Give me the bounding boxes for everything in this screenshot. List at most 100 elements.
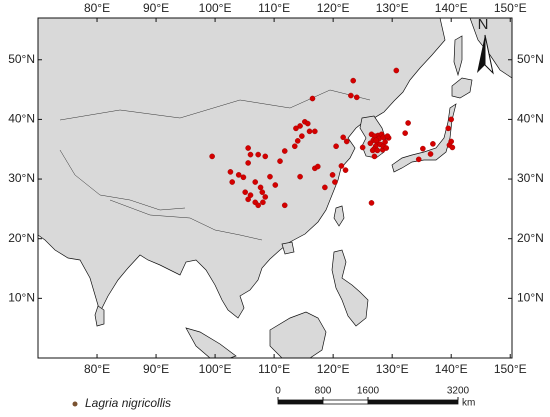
country-border xyxy=(59,149,186,211)
lon-label: 130°E xyxy=(376,362,409,376)
lat-label: 30°N xyxy=(8,171,35,185)
occurrence-point xyxy=(259,189,266,195)
scale-label: 800 xyxy=(315,386,332,397)
occurrence-point xyxy=(245,196,251,203)
occurrence-point xyxy=(420,145,426,152)
occurrence-point xyxy=(322,184,328,191)
occurrence-point xyxy=(448,116,455,123)
occurrence-point xyxy=(255,151,261,158)
lon-label: 110°E xyxy=(258,362,290,376)
mainland xyxy=(37,17,446,319)
lat-label: 10°N xyxy=(8,291,35,305)
occurrence-point xyxy=(306,128,313,135)
occurrence-point xyxy=(240,174,247,181)
occurrence-point xyxy=(393,67,400,74)
legend-marker xyxy=(72,401,78,407)
occurrence-point xyxy=(369,147,376,154)
scale-label: 3200 xyxy=(447,386,470,397)
land xyxy=(37,17,513,359)
lon-label: 90°E xyxy=(143,362,169,376)
lon-label: 100°E xyxy=(199,1,232,15)
occurrence-point xyxy=(235,172,242,178)
scale-unit: km xyxy=(462,398,475,409)
occurrence-point xyxy=(309,95,316,102)
occurrence-point xyxy=(329,172,336,178)
lat-label: 10°N xyxy=(517,291,544,305)
lon-label: 120°E xyxy=(317,1,350,15)
occurrence-point xyxy=(272,182,279,188)
lon-label: 110°E xyxy=(258,1,290,15)
occurrence-point xyxy=(281,202,288,209)
occurrence-point xyxy=(247,192,254,198)
occurrence-point xyxy=(227,169,234,175)
lon-label: 150°E xyxy=(494,362,527,376)
map-frame xyxy=(37,17,513,359)
north-label: N xyxy=(478,16,489,33)
occurrence-point xyxy=(445,125,452,132)
occurrence-point xyxy=(367,140,374,147)
borneo xyxy=(269,311,327,359)
lat-label: 40°N xyxy=(8,112,35,126)
occurrence-point xyxy=(338,163,345,169)
country-border xyxy=(109,199,263,241)
occurrence-point xyxy=(267,173,273,180)
occurrence-point xyxy=(297,173,303,180)
hokkaido xyxy=(451,77,473,99)
occurrence-point xyxy=(373,137,380,144)
occurrence-point xyxy=(359,144,366,151)
occurrence-point xyxy=(374,147,381,154)
occurrence-point xyxy=(342,167,349,173)
occurrence-point xyxy=(371,153,378,160)
lat-label: 20°N xyxy=(517,231,544,245)
lat-label: 40°N xyxy=(517,112,544,126)
occurrence-point xyxy=(353,94,360,101)
lon-label: 100°E xyxy=(199,362,232,376)
arrow-right xyxy=(484,34,494,75)
scale-segment xyxy=(277,399,324,405)
occurrence-point xyxy=(299,133,305,139)
occurrence-point xyxy=(281,148,288,154)
scale-segment xyxy=(367,399,459,405)
legend-label: Lagria nigricollis xyxy=(85,396,171,410)
occurrence-point xyxy=(430,141,436,147)
occurrence-point xyxy=(297,123,303,129)
occurrence-point xyxy=(382,139,388,145)
lon-label: 120°E xyxy=(317,362,350,376)
occurrence-point xyxy=(427,151,434,157)
occurrence-point xyxy=(332,179,338,185)
lon-label: 130°E xyxy=(376,1,409,15)
occurrence-point xyxy=(291,143,298,150)
occurrence-point xyxy=(277,158,283,164)
occurrence-point xyxy=(368,200,375,206)
occurrence-point xyxy=(262,153,269,160)
occurrence-point xyxy=(314,163,321,170)
occurrence-point xyxy=(348,92,354,99)
occurrence-point xyxy=(312,128,318,135)
occurrence-point xyxy=(257,184,264,191)
lon-label: 80°E xyxy=(84,1,110,15)
philippines xyxy=(331,249,369,327)
occurrence-point xyxy=(247,151,254,158)
occurrence-point xyxy=(340,134,346,141)
lon-label: 140°E xyxy=(435,1,468,15)
lon-label: 150°E xyxy=(494,1,527,15)
north-arrow: N xyxy=(477,16,494,75)
sumatra xyxy=(185,327,237,359)
lon-label: 140°E xyxy=(435,362,468,376)
occurrence-point xyxy=(294,138,301,144)
occurrence-point xyxy=(333,143,339,150)
sri-lanka xyxy=(94,305,105,327)
occurrence-point xyxy=(448,138,455,145)
occurrence-point xyxy=(209,153,215,160)
occurrence-point xyxy=(402,130,408,136)
occurrence-point xyxy=(304,120,311,127)
occurrence-point xyxy=(252,179,259,185)
occurrence-point xyxy=(449,144,456,151)
occurrence-point xyxy=(350,77,357,84)
lat-label: 30°N xyxy=(517,171,544,185)
occurrence-point xyxy=(343,138,350,145)
lat-label: 20°N xyxy=(8,231,35,245)
occurrence-point xyxy=(245,145,251,151)
occurrence-point xyxy=(242,189,248,195)
arrow-left xyxy=(477,35,485,73)
